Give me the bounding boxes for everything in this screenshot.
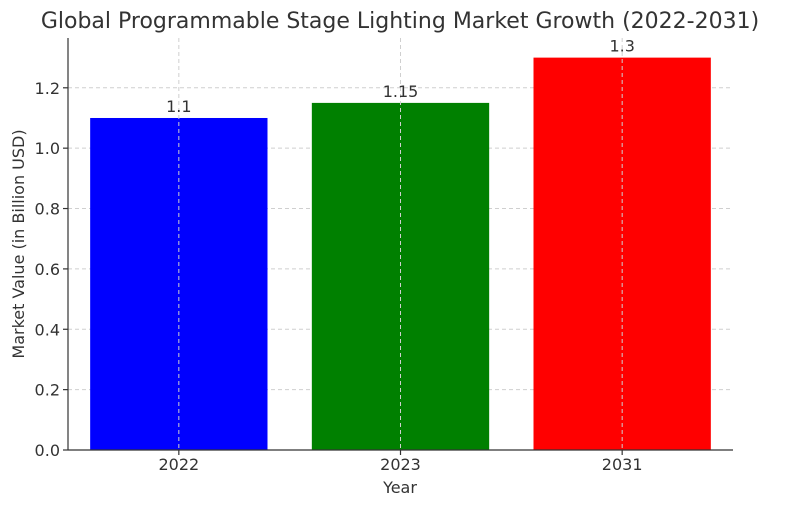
- data-label-2023: 1.15: [383, 82, 419, 101]
- x-ticks: 2022 2023 2031: [158, 450, 643, 474]
- x-grid-layer: [178, 38, 623, 450]
- y-axis-label: Market Value (in Billion USD): [9, 129, 28, 358]
- x-axis-label: Year: [382, 478, 417, 497]
- data-labels: 1.1 1.15 1.3: [166, 37, 635, 116]
- x-tick-label-2022: 2022: [158, 455, 199, 474]
- chart-title: Global Programmable Stage Lighting Marke…: [41, 9, 759, 34]
- y-tick-label: 1.0: [35, 139, 60, 158]
- y-tick-label: 0.6: [35, 260, 60, 279]
- data-label-2031: 1.3: [609, 37, 634, 56]
- x-tick-label-2023: 2023: [380, 455, 421, 474]
- y-ticks: 0.0 0.2 0.4 0.6 0.8 1.0 1.2: [35, 79, 68, 460]
- y-tick-label: 0.4: [35, 320, 60, 339]
- data-label-2022: 1.1: [166, 97, 191, 116]
- y-tick-label: 0.2: [35, 381, 60, 400]
- y-tick-label: 1.2: [35, 79, 60, 98]
- y-tick-label: 0.8: [35, 200, 60, 219]
- y-tick-label: 0.0: [35, 441, 60, 460]
- x-tick-label-2031: 2031: [602, 455, 643, 474]
